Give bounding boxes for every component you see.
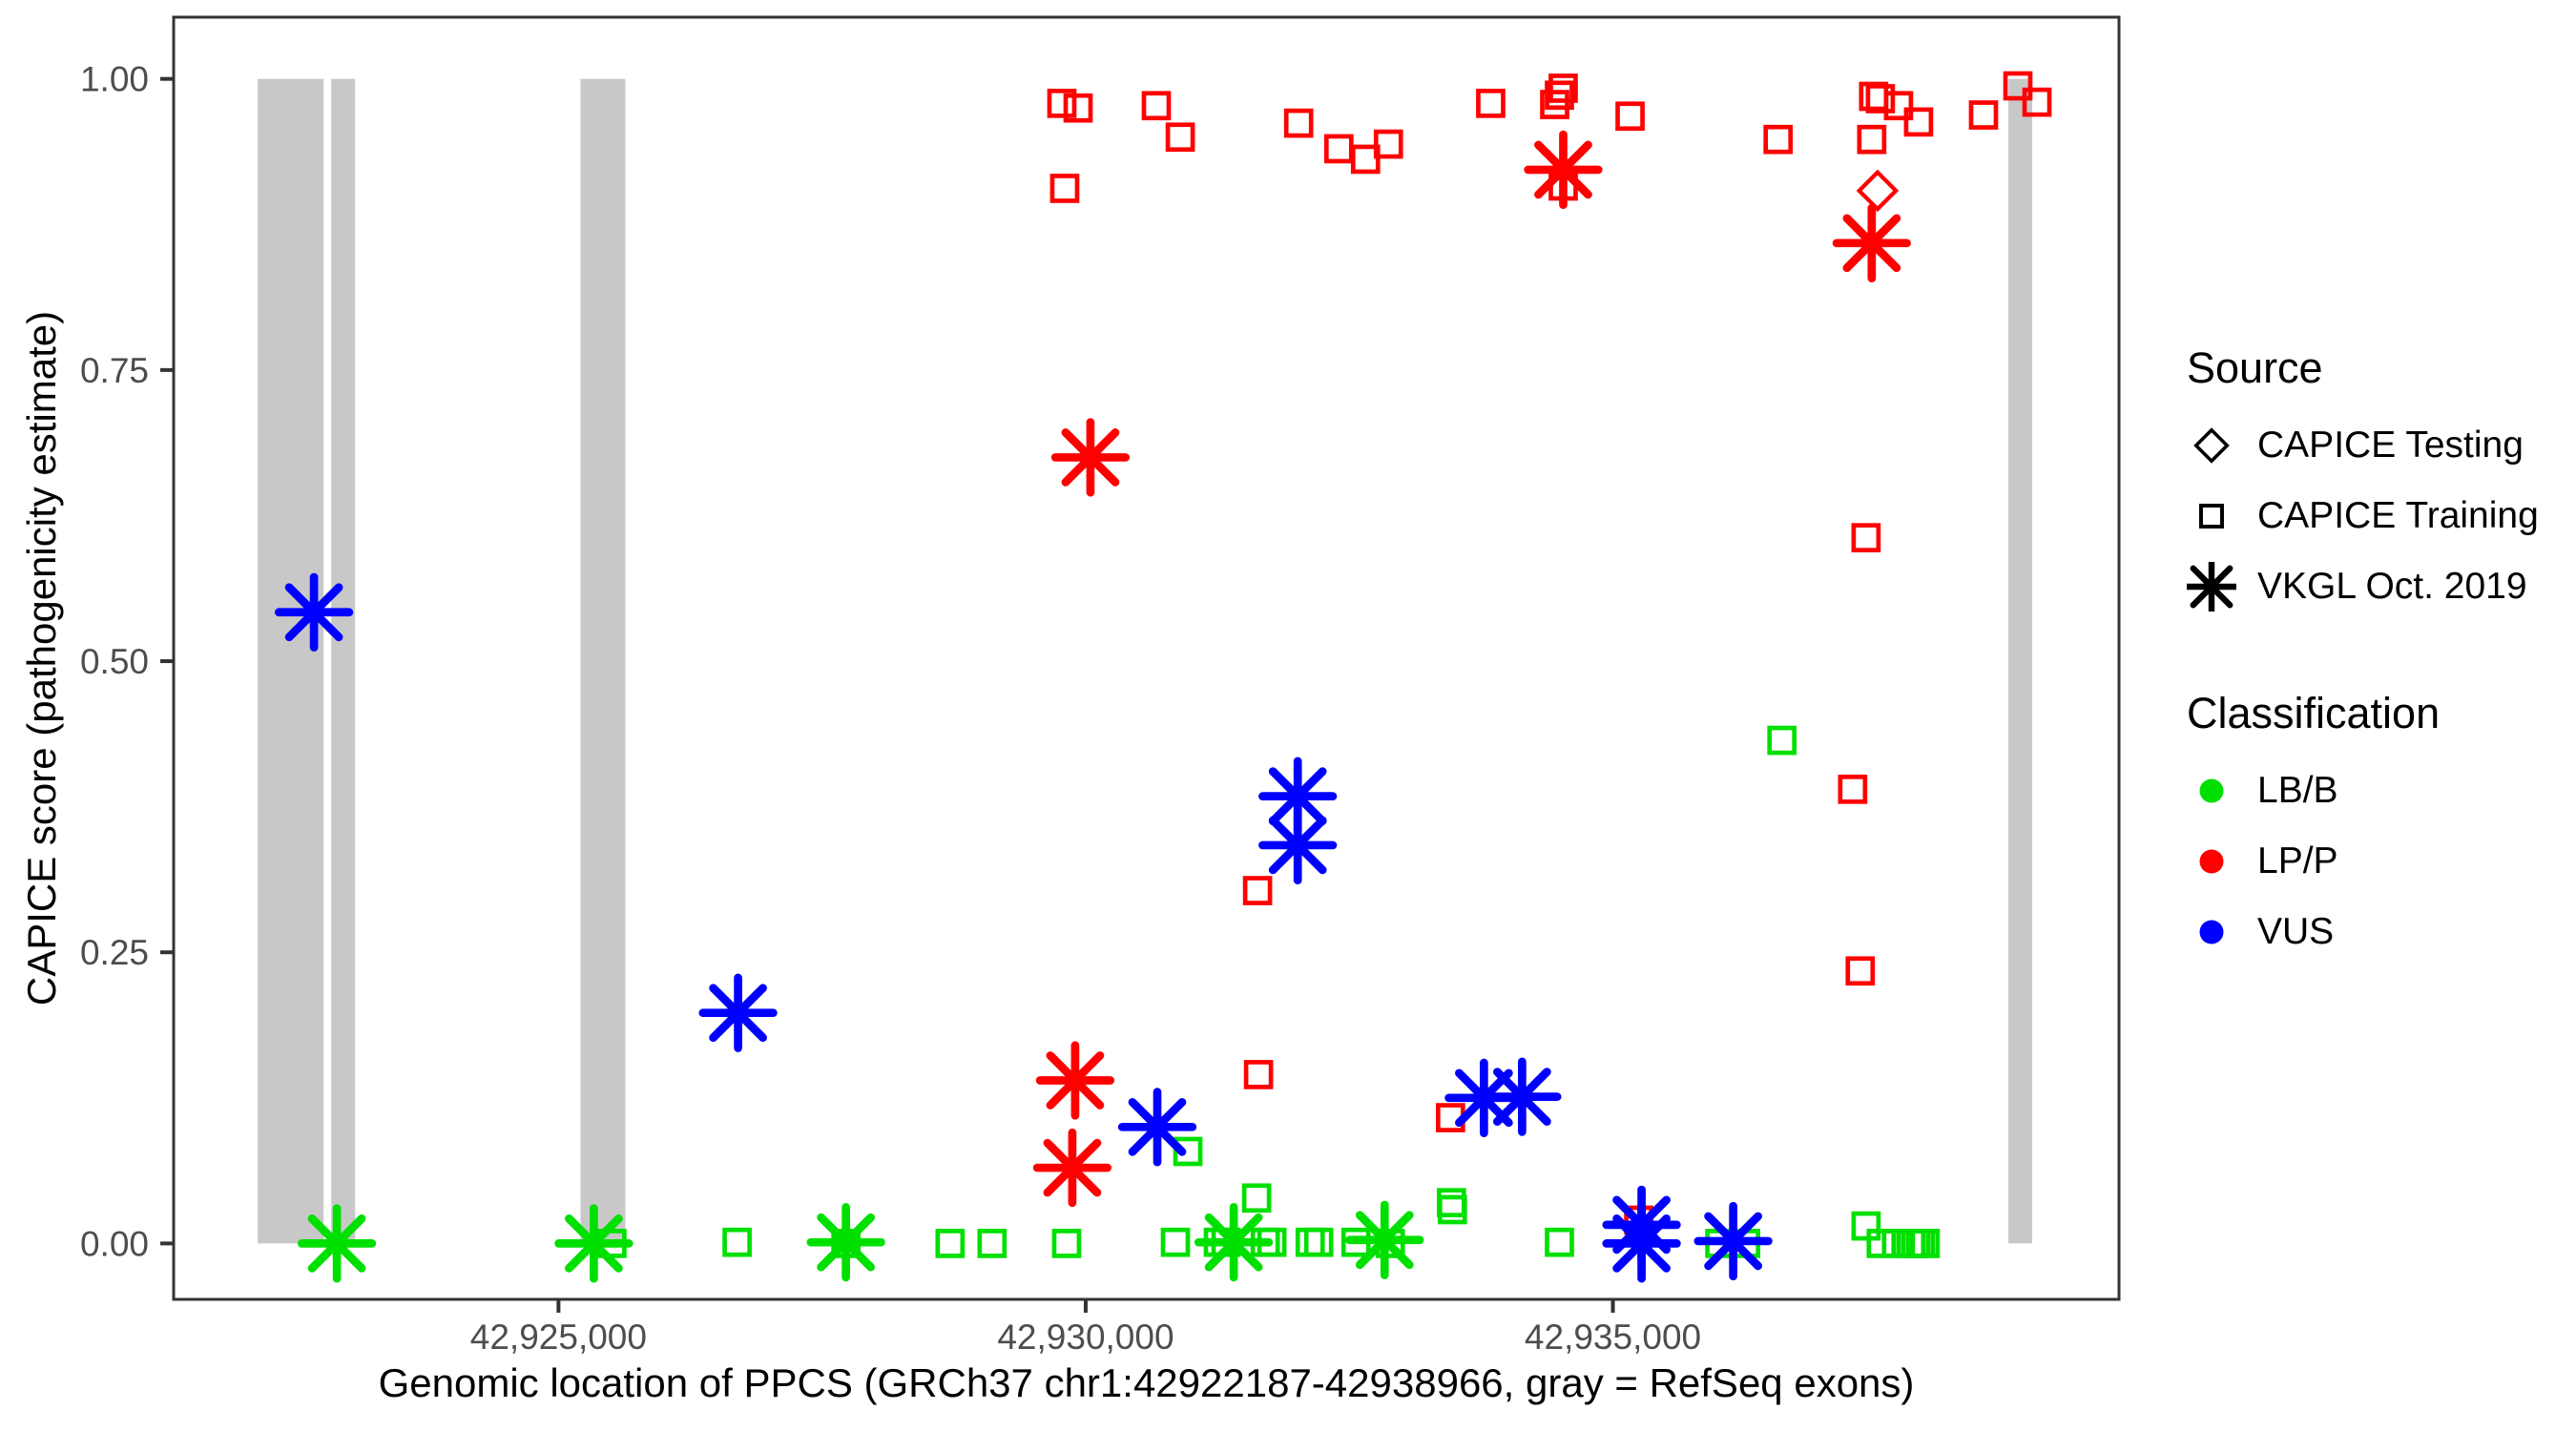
svg-text:0.75: 0.75 <box>80 351 149 390</box>
classification-legend: Classification LB/B LP/P VUS <box>2187 689 2568 967</box>
axis-ticks <box>160 76 1615 1313</box>
svg-text:0.50: 0.50 <box>80 642 149 681</box>
red-dot-icon <box>2187 837 2236 886</box>
refseq-exon-bars <box>258 78 2033 1244</box>
svg-text:Genomic location of PPCS (GRCh: Genomic location of PPCS (GRCh37 chr1:42… <box>379 1360 1915 1405</box>
svg-text:42,925,000: 42,925,000 <box>470 1317 647 1357</box>
asterisk-icon <box>2187 562 2236 612</box>
svg-text:1.00: 1.00 <box>80 60 149 99</box>
diamond-icon <box>2187 421 2236 470</box>
green-dot-icon <box>2187 766 2236 816</box>
legend-item-vus: VUS <box>2187 897 2568 967</box>
blue-dot-icon <box>2187 907 2236 957</box>
legend-item-label: CAPICE Testing <box>2257 425 2524 466</box>
legend-item-lpp: LP/P <box>2187 826 2568 897</box>
svg-text:42,935,000: 42,935,000 <box>1525 1317 1701 1357</box>
source-legend: Source CAPICE Testing CAPICE Training VK… <box>2187 343 2568 622</box>
legend-item-capice-training: CAPICE Training <box>2187 481 2568 551</box>
classification-legend-title: Classification <box>2187 689 2441 737</box>
svg-text:0.25: 0.25 <box>80 933 149 972</box>
series-capice-testing <box>1856 169 1900 213</box>
legend-item-label: LP/P <box>2257 840 2338 881</box>
legend-item-label: CAPICE Training <box>2257 495 2539 536</box>
svg-text:42,930,000: 42,930,000 <box>997 1317 1174 1357</box>
legend: Source CAPICE Testing CAPICE Training VK… <box>2187 343 2568 1034</box>
square-icon <box>2187 491 2236 541</box>
legend-item-label: VKGL Oct. 2019 <box>2257 566 2527 607</box>
legend-item-capice-testing: CAPICE Testing <box>2187 410 2568 481</box>
legend-item-vkgl: VKGL Oct. 2019 <box>2187 551 2568 622</box>
svg-text:CAPICE score (pathogenicity es: CAPICE score (pathogenicity estimate) <box>19 311 64 1006</box>
svg-text:0.00: 0.00 <box>80 1224 149 1263</box>
legend-item-label: LB/B <box>2257 770 2338 811</box>
source-legend-title: Source <box>2187 343 2323 392</box>
series-vkgl-oct-2019 <box>274 130 1911 1283</box>
legend-item-label: VUS <box>2257 911 2335 952</box>
legend-item-lbb: LB/B <box>2187 756 2568 826</box>
